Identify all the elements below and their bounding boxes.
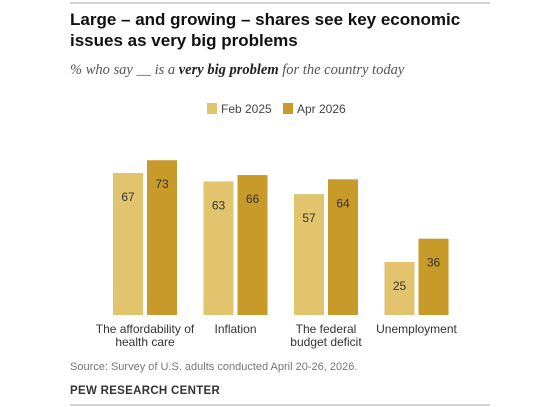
category-label: budget deficit (290, 335, 362, 349)
subtitle-part: % who say __ is a (70, 62, 179, 78)
subtitle-part: very big problem (179, 62, 279, 78)
bar (113, 172, 143, 315)
value-label: 66 (246, 192, 260, 206)
subtitle-part: for the country today (279, 62, 405, 78)
value-label: 63 (212, 198, 226, 212)
value-label: 25 (393, 279, 407, 293)
category-label: Inflation (214, 322, 256, 336)
bar (328, 179, 358, 315)
value-label: 73 (155, 177, 169, 191)
category-label: The federal (296, 322, 357, 336)
legend-label: Apr 2026 (297, 102, 346, 116)
category-label: The affordability of (96, 322, 195, 336)
chart-title: issues as very big problems (70, 31, 298, 50)
bar (237, 175, 268, 315)
bar (384, 262, 415, 315)
source-note: Source: Survey of U.S. adults conducted … (70, 361, 357, 373)
bar (147, 160, 177, 315)
value-label: 36 (427, 256, 441, 270)
chart-subtitle: % who say __ is a very big problem for t… (70, 62, 405, 78)
legend-swatch (207, 103, 217, 114)
chart-title: Large – and growing – shares see key eco… (70, 10, 460, 29)
bar (294, 194, 324, 315)
value-label: 57 (302, 211, 316, 225)
organization: PEW RESEARCH CENTER (70, 385, 220, 397)
value-label: 64 (336, 196, 350, 210)
bar (203, 181, 234, 315)
legend-label: Feb 2025 (221, 102, 272, 116)
category-label: health care (115, 335, 175, 349)
bar (418, 238, 449, 315)
legend-swatch (283, 103, 293, 114)
category-label: Unemployment (376, 322, 457, 336)
value-label: 67 (121, 190, 135, 204)
